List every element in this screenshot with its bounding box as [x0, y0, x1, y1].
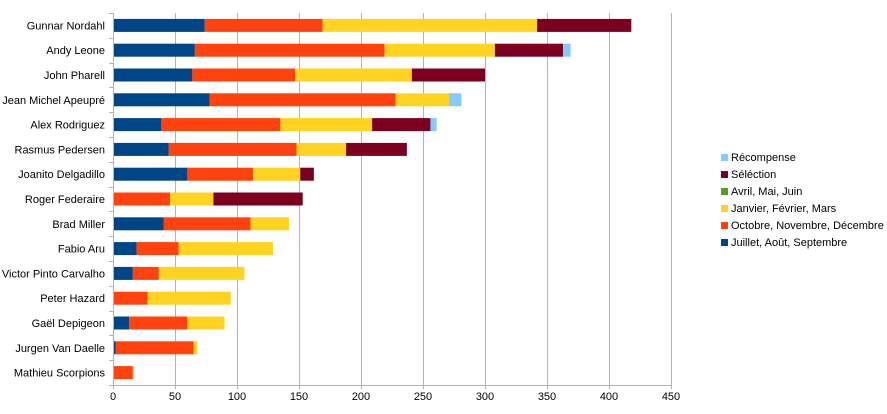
legend-swatch — [721, 154, 728, 161]
legend-swatch — [721, 239, 728, 246]
x-tick-label: 100 — [228, 391, 246, 403]
bar-segment — [494, 43, 564, 57]
bar-segment — [296, 142, 347, 156]
bar-segment — [129, 316, 188, 330]
x-tick-label: 400 — [600, 391, 618, 403]
bar-segment — [178, 242, 273, 256]
category-label: Jean Michel Apeupré — [2, 95, 105, 107]
category-label: Peter Hazard — [40, 293, 105, 305]
bar-segment — [346, 142, 407, 156]
axes: 0 50 100 150 200 250 300 350 400 450 Gunnar Nordah… — [2, 13, 680, 403]
legend-label: Juillet, Août, Septembre — [731, 236, 848, 249]
category-label: John Pharell — [44, 70, 105, 82]
bar-segment — [192, 68, 296, 82]
bar-segment — [411, 68, 485, 82]
legend-label: Avril, Mai, Juin — [731, 185, 803, 198]
legend: Récompense Séléction Avril, Mai, Juin Janvi… — [721, 149, 887, 251]
bar-segment — [209, 93, 396, 107]
bar-segment — [113, 43, 195, 57]
bar-segment — [563, 43, 571, 57]
bar-segment — [113, 291, 148, 305]
x-tick-label: 300 — [476, 391, 494, 403]
category-label: Joanito Delgadillo — [18, 169, 105, 181]
bar-segment — [132, 366, 135, 380]
x-tick-label: 50 — [169, 391, 181, 403]
legend-item: Séléction — [721, 166, 887, 183]
category-label: Alex Rodriguez — [30, 120, 105, 132]
legend-label: Récompense — [731, 151, 796, 164]
category-label: Roger Federaire — [25, 194, 105, 206]
bar-segment — [113, 18, 205, 32]
bar-segment — [204, 18, 323, 32]
x-tick-label: 200 — [352, 391, 370, 403]
legend-swatch — [721, 171, 728, 178]
bar-segment — [170, 192, 214, 206]
bar-segment — [168, 142, 297, 156]
bar-segment — [187, 316, 225, 330]
bar-segment — [147, 291, 231, 305]
bar-segment — [161, 118, 281, 132]
legend-item: Janvier, Février, Mars — [721, 200, 887, 217]
bar-segment — [372, 118, 431, 132]
legend-swatch — [721, 222, 728, 229]
bar-segment — [430, 118, 437, 132]
bar-segment — [193, 341, 198, 355]
bar-segment — [113, 68, 193, 82]
x-tick-label: 0 — [110, 391, 116, 403]
bar-segment — [295, 68, 412, 82]
category-label: Mathieu Scorpions — [14, 368, 106, 380]
category-label: Fabio Aru — [58, 244, 105, 256]
legend-item: Avril, Mai, Juin — [721, 183, 887, 200]
bar-segment — [537, 18, 632, 32]
legend-label: Janvier, Février, Mars — [731, 202, 837, 215]
category-label: Jurgen Van Daelle — [15, 343, 105, 355]
bar-segment — [253, 167, 301, 181]
bar-segment — [113, 142, 169, 156]
bar-segment — [280, 118, 373, 132]
category-label: Victor Pinto Carvalho — [2, 268, 105, 280]
bar-segment — [113, 316, 130, 330]
bar-segment — [113, 266, 133, 280]
bar-segment — [158, 266, 245, 280]
bar-segment — [384, 43, 495, 57]
bar-segment — [194, 43, 385, 57]
bar-segment — [322, 18, 538, 32]
bar-segment — [136, 242, 179, 256]
x-tick-label: 250 — [414, 391, 432, 403]
bar-segment — [449, 93, 462, 107]
bar-segment — [113, 118, 162, 132]
bar-segment — [113, 217, 164, 231]
bar-segment — [395, 93, 450, 107]
x-tick-label: 450 — [662, 391, 680, 403]
bar-segment — [300, 167, 314, 181]
legend-item: Récompense — [721, 149, 887, 166]
bar-segment — [115, 341, 194, 355]
bar-segment — [113, 242, 137, 256]
category-label: Rasmus Pedersen — [15, 144, 106, 156]
bar-segment — [250, 217, 290, 231]
bar-segment — [113, 93, 210, 107]
legend-item: Octobre, Novembre, Décembre — [721, 217, 887, 234]
category-label: Andy Leone — [46, 45, 105, 57]
bar-segment — [213, 192, 303, 206]
bar-segment — [113, 192, 171, 206]
bar-segment — [163, 217, 251, 231]
bar-segment — [187, 167, 254, 181]
bars — [113, 18, 632, 380]
bar-segment — [113, 366, 133, 380]
bar-segment — [113, 167, 188, 181]
legend-swatch — [721, 188, 728, 195]
legend-swatch — [721, 205, 728, 212]
x-tick-label: 350 — [538, 391, 556, 403]
bar-segment — [113, 341, 116, 355]
legend-label: Séléction — [731, 168, 777, 181]
x-tick-label: 150 — [290, 391, 308, 403]
bar-segment — [132, 266, 159, 280]
category-label: Brad Miller — [52, 219, 105, 231]
legend-item: Juillet, Août, Septembre — [721, 234, 887, 251]
category-label: Gunnar Nordahl — [27, 20, 105, 32]
category-label: Gaël Depigeon — [32, 318, 105, 330]
legend-label: Octobre, Novembre, Décembre — [731, 219, 884, 232]
